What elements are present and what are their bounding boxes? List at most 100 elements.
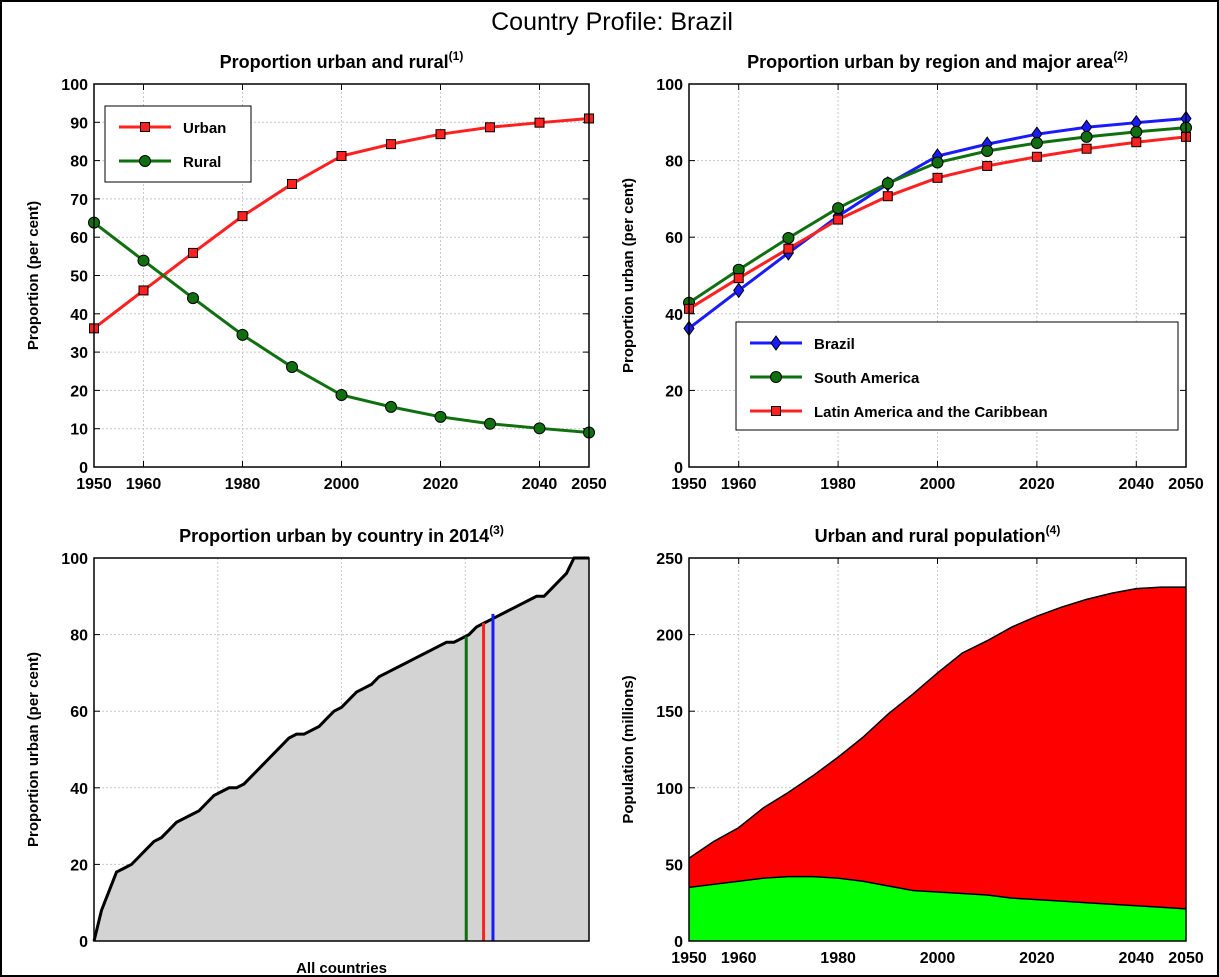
plot-frame xyxy=(93,557,590,942)
data-point-circle xyxy=(832,202,845,215)
data-point-diamond xyxy=(770,335,782,351)
y-axis-label: Proportion (per cent) xyxy=(25,201,42,350)
data-point-square xyxy=(237,211,248,222)
chart-4: Urban and rural population(4) 0 50 100 150 20… xyxy=(620,523,1204,967)
y-tick-label: 0 xyxy=(79,934,88,951)
chart-title-footnote: (1) xyxy=(449,49,464,63)
y-tick-label: 0 xyxy=(674,934,683,951)
y-tick-label: 30 xyxy=(70,345,88,362)
y-tick-label: 60 xyxy=(665,230,683,247)
legend: Urban Rural xyxy=(104,105,252,183)
x-tick-label: 1960 xyxy=(126,476,162,493)
x-tick-label: 2020 xyxy=(1019,950,1055,967)
data-point-circle xyxy=(434,410,447,423)
y-tick-label: 100 xyxy=(61,77,88,94)
y-axis-label: Proportion urban (per cent) xyxy=(620,178,637,373)
x-tick-label: 2040 xyxy=(1119,950,1155,967)
page-title: Country Profile: Brazil xyxy=(491,8,733,36)
chart-1: Proportion urban and rural(1) 0 10 20 30 40 50… xyxy=(25,49,607,493)
data-point-circle xyxy=(931,156,944,169)
y-tick-label: 100 xyxy=(656,77,683,94)
data-point-circle xyxy=(236,328,249,341)
chart-title: Urban and rural population(4) xyxy=(815,523,1061,546)
x-tick-label: 2020 xyxy=(423,476,459,493)
data-point-circle xyxy=(139,155,151,167)
x-tick-label: 2000 xyxy=(920,476,956,493)
y-tick-label: 90 xyxy=(70,115,88,132)
data-point-square xyxy=(435,129,446,140)
data-point-circle xyxy=(881,177,894,190)
y-tick-label: 100 xyxy=(656,781,683,798)
y-tick-label: 20 xyxy=(70,857,88,874)
chart-title: Proportion urban by country in 2014(3) xyxy=(179,523,504,546)
data-point-circle xyxy=(484,417,496,430)
data-point-square xyxy=(932,172,943,183)
chart-title-footnote: (2) xyxy=(1113,49,1128,63)
data-point-circle xyxy=(1080,130,1093,143)
chart-title-footnote: (4) xyxy=(1046,523,1061,537)
x-tick-label: 1980 xyxy=(820,476,856,493)
chart-3: Proportion urban by country in 2014(3) 0 2… xyxy=(25,523,590,977)
y-tick-label: 60 xyxy=(70,704,88,721)
y-tick-label: 80 xyxy=(70,628,88,645)
x-tick-label: 1980 xyxy=(225,476,261,493)
x-tick-label: 1960 xyxy=(721,950,757,967)
data-point-square xyxy=(140,122,150,132)
x-tick-label: 2040 xyxy=(1119,476,1155,493)
data-point-circle xyxy=(782,231,795,244)
legend-box xyxy=(735,321,1179,431)
chart-2: Proportion urban by region and major are… xyxy=(620,49,1204,493)
y-tick-label: 50 xyxy=(70,269,88,286)
data-point-square xyxy=(1031,151,1042,162)
y-tick-label: 20 xyxy=(70,383,88,400)
data-point-square xyxy=(882,191,893,202)
data-point-circle xyxy=(137,254,150,267)
x-tick-label: 1950 xyxy=(671,476,707,493)
data-point-circle xyxy=(533,422,546,435)
y-tick-label: 40 xyxy=(70,307,88,324)
x-tick-label: 1960 xyxy=(721,476,757,493)
y-tick-label: 40 xyxy=(665,307,683,324)
data-point-circle xyxy=(286,361,298,374)
data-point-square xyxy=(534,117,545,128)
y-tick-label: 0 xyxy=(79,460,88,477)
x-tick-label: 2050 xyxy=(571,476,607,493)
x-tick-label: 2050 xyxy=(1168,950,1204,967)
data-point-square xyxy=(188,247,198,258)
countries-profile-line xyxy=(92,556,589,942)
x-tick-label: 1950 xyxy=(671,950,707,967)
data-point-square xyxy=(733,273,744,284)
chart-title: Proportion urban by region and major are… xyxy=(747,49,1128,72)
x-axis-label: All countries xyxy=(296,960,387,977)
data-point-square xyxy=(485,122,495,133)
data-point-square xyxy=(1081,143,1092,154)
data-point-circle xyxy=(385,400,397,413)
y-tick-label: 10 xyxy=(70,422,88,439)
legend-label: Rural xyxy=(183,154,221,171)
data-point-square xyxy=(982,160,993,171)
data-point-circle xyxy=(981,145,994,158)
x-tick-label: 1980 xyxy=(820,950,856,967)
plot-frame xyxy=(688,83,1187,468)
y-tick-label: 80 xyxy=(665,154,683,171)
chart-title-text: Proportion urban and rural xyxy=(220,52,449,72)
y-tick-label: 40 xyxy=(70,781,88,798)
y-tick-label: 60 xyxy=(70,230,88,247)
y-tick-label: 20 xyxy=(665,383,683,400)
y-tick-label: 50 xyxy=(665,857,683,874)
data-point-circle xyxy=(770,371,782,383)
data-point-diamond xyxy=(733,282,745,299)
legend-label: South America xyxy=(814,370,920,387)
y-tick-label: 200 xyxy=(656,628,683,645)
y-axis-label: Population (millions) xyxy=(620,675,637,823)
chart-title-text: Proportion urban by country in 2014 xyxy=(179,526,489,546)
chart-title-text: Urban and rural population xyxy=(815,526,1046,546)
legend-label: Latin America and the Caribbean xyxy=(814,404,1048,421)
y-tick-label: 100 xyxy=(61,551,88,568)
data-point-square xyxy=(783,243,794,254)
data-point-square xyxy=(771,406,781,416)
y-tick-label: 150 xyxy=(656,704,683,721)
data-point-square xyxy=(1131,137,1142,148)
rural-area xyxy=(689,876,1186,941)
